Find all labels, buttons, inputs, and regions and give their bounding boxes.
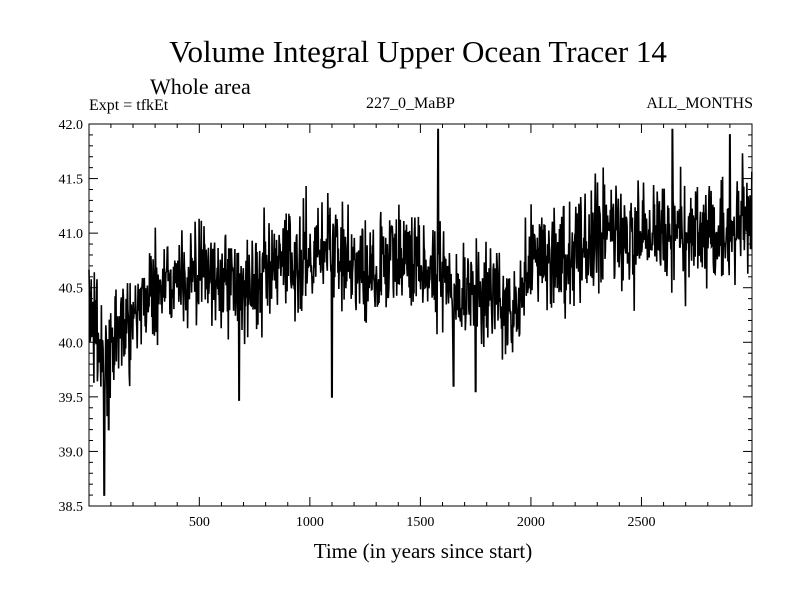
y-tick-label: 42.0 [59,118,84,133]
x-tick-label: 1000 [296,515,324,530]
y-tick-label: 38.5 [59,500,84,515]
x-tick-label: 2000 [517,515,545,530]
tick-labels: 500 1000 1500 2000 2500 38.5 39.0 39.5 40.0 40.5 4… [59,118,656,530]
experiment-label: Expt = tfkEt [89,97,169,114]
y-tick-label: 40.0 [59,336,84,351]
y-tick-label: 40.5 [59,282,84,297]
x-axis-label: Time (in years since start) [313,539,533,563]
y-tick-label: 39.5 [59,391,84,406]
x-tick-label: 2500 [627,515,655,530]
y-tick-label: 41.5 [59,173,84,188]
plot-frame [88,123,753,507]
y-tick-label: 39.0 [59,445,84,460]
series-line [88,128,753,496]
period-label: ALL_MONTHS [646,95,753,112]
x-tick-label: 500 [189,515,210,530]
chart-subtitle: Whole area [150,74,251,99]
chart-title: Volume Integral Upper Ocean Tracer 14 [169,34,667,69]
y-tick-label: 41.0 [59,227,84,242]
run-label: 227_0_MaBP [366,95,455,112]
x-tick-label: 1500 [406,515,434,530]
